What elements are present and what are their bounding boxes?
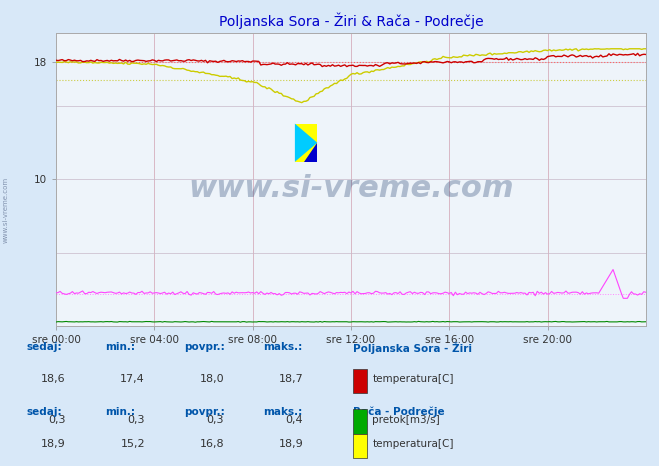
Text: Poljanska Sora - Žiri: Poljanska Sora - Žiri xyxy=(353,342,472,354)
Text: 0,3: 0,3 xyxy=(48,415,66,425)
Bar xyxy=(353,409,367,433)
Text: povpr.:: povpr.: xyxy=(185,342,225,352)
Bar xyxy=(295,123,317,162)
Text: 18,0: 18,0 xyxy=(200,374,224,384)
Text: 0,4: 0,4 xyxy=(285,415,303,425)
Text: min.:: min.: xyxy=(105,342,136,352)
Text: 17,4: 17,4 xyxy=(120,374,145,384)
Text: Rača - Podrečje: Rača - Podrečje xyxy=(353,406,444,417)
Bar xyxy=(353,369,367,393)
Text: 16,8: 16,8 xyxy=(200,439,224,449)
Text: www.si-vreme.com: www.si-vreme.com xyxy=(188,174,514,203)
Text: temperatura[C]: temperatura[C] xyxy=(372,439,454,449)
Polygon shape xyxy=(304,143,317,162)
Text: www.si-vreme.com: www.si-vreme.com xyxy=(2,177,9,243)
Text: pretok[m3/s]: pretok[m3/s] xyxy=(372,415,440,425)
Title: Poljanska Sora - Žiri & Rača - Podrečje: Poljanska Sora - Žiri & Rača - Podrečje xyxy=(219,12,483,29)
Bar xyxy=(353,433,367,458)
Text: 0,3: 0,3 xyxy=(206,415,224,425)
Text: sedaj:: sedaj: xyxy=(26,342,62,352)
Text: min.:: min.: xyxy=(105,406,136,417)
Text: 15,2: 15,2 xyxy=(121,439,145,449)
Text: 18,6: 18,6 xyxy=(42,374,66,384)
Text: 18,9: 18,9 xyxy=(41,439,66,449)
Text: 18,9: 18,9 xyxy=(278,439,303,449)
Text: temperatura[C]: temperatura[C] xyxy=(372,374,454,384)
Text: 0,3: 0,3 xyxy=(127,415,145,425)
Text: povpr.:: povpr.: xyxy=(185,406,225,417)
Text: maks.:: maks.: xyxy=(264,406,303,417)
Polygon shape xyxy=(295,123,317,162)
Text: 18,7: 18,7 xyxy=(278,374,303,384)
Text: sedaj:: sedaj: xyxy=(26,406,62,417)
Text: maks.:: maks.: xyxy=(264,342,303,352)
